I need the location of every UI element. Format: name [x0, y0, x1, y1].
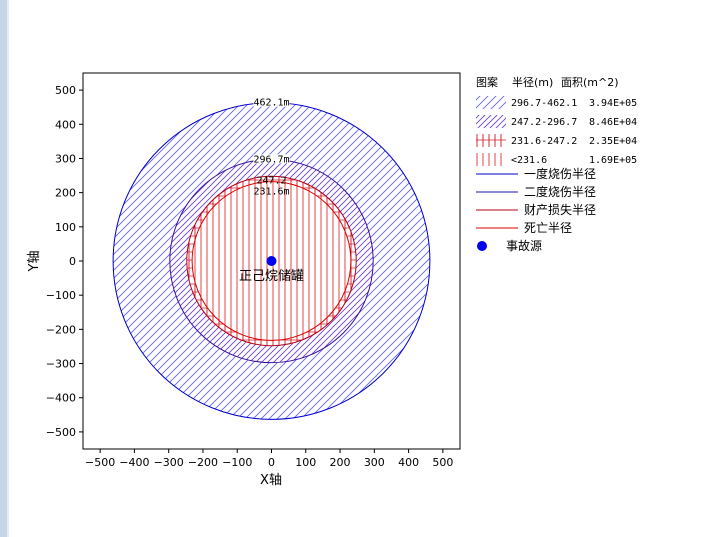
x-tick-label: 200: [330, 456, 351, 469]
x-tick-label: 0: [268, 456, 275, 469]
legend-line-label: 二度烧伤半径: [524, 184, 596, 199]
x-tick-label: −300: [154, 456, 184, 469]
x-tick-label: −200: [188, 456, 218, 469]
y-axis-label: Y轴: [27, 251, 42, 273]
radius-label-bg: [253, 97, 290, 107]
legend: 图案 半径(m) 面积(m^2) 296.7-462.1 3.94E+05 247.2-2…: [476, 75, 637, 253]
legend-header: 半径(m): [512, 75, 553, 89]
legend-range: 247.2-296.7: [511, 117, 577, 128]
window-edge: [0, 0, 7, 537]
legend-swatch: [476, 134, 506, 147]
legend-area: 8.46E+04: [589, 117, 637, 128]
y-tick-label: 500: [55, 84, 76, 97]
x-axis-label: X轴: [260, 473, 282, 488]
legend-range: 296.7-462.1: [511, 98, 577, 109]
legend-marker-label: 事故源: [506, 238, 542, 253]
source-label: 正己烷储罐: [239, 269, 304, 284]
y-tick-label: −100: [46, 289, 76, 302]
radius-circle: [191, 181, 352, 341]
y-tick-label: 300: [55, 152, 76, 165]
x-tick-label: −100: [222, 456, 252, 469]
x-tick-label: 400: [398, 456, 419, 469]
x-tick-label: 100: [295, 456, 316, 469]
y-tick-label: −200: [46, 323, 76, 336]
y-tick-label: −400: [46, 392, 76, 405]
legend-range: <231.6: [511, 155, 547, 166]
legend-range: 231.6-247.2: [511, 136, 577, 147]
radius-label: 296.7m: [253, 154, 289, 165]
legend-marker: [477, 241, 487, 251]
y-tick-label: 0: [69, 255, 76, 268]
legend-swatch: [476, 96, 506, 109]
accident-source-marker: [266, 256, 277, 266]
x-tick-label: −500: [85, 456, 115, 469]
legend-header: 图案: [476, 75, 498, 89]
legend-line-label: 一度烧伤半径: [524, 166, 596, 181]
legend-swatch: [476, 115, 506, 128]
radius-label: 247.2: [256, 175, 286, 186]
legend-line-label: 财产损失半径: [524, 202, 596, 217]
legend-line-label: 死亡半径: [524, 221, 572, 235]
y-tick-label: −500: [46, 426, 76, 439]
y-tick-label: 400: [55, 118, 76, 131]
y-tick-label: 100: [55, 221, 76, 234]
y-tick-label: −300: [46, 358, 76, 371]
x-tick-label: −400: [119, 456, 149, 469]
radius-label: 462.1m: [253, 98, 289, 109]
y-tick-label: 200: [55, 187, 76, 200]
x-tick-label: 300: [364, 456, 385, 469]
radius-label: 231.6m: [253, 187, 289, 198]
legend-swatch: [476, 153, 506, 166]
x-tick-label: 500: [432, 456, 453, 469]
legend-header: 面积(m^2): [561, 76, 619, 89]
legend-area: 3.94E+05: [589, 98, 637, 109]
radius-label-bg: [253, 154, 290, 164]
radius-circle: [186, 175, 357, 347]
window-edge-highlight: [7, 0, 9, 537]
legend-area: 2.35E+04: [589, 136, 637, 147]
legend-area: 1.69E+05: [589, 155, 637, 166]
